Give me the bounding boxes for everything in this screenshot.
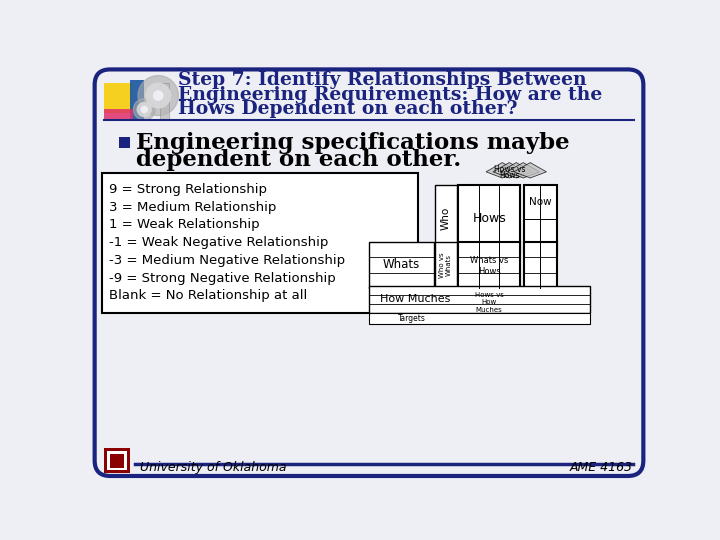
Polygon shape <box>507 163 539 178</box>
Bar <box>458 185 520 253</box>
Text: Whats: Whats <box>383 259 420 272</box>
Text: 9 = Strong Relationship: 9 = Strong Relationship <box>109 183 266 196</box>
Text: AME 4163: AME 4163 <box>570 461 632 474</box>
Text: Step 7: Identify Relationships Between: Step 7: Identify Relationships Between <box>178 71 586 89</box>
Circle shape <box>153 91 163 100</box>
Bar <box>524 185 557 253</box>
Polygon shape <box>500 163 533 178</box>
Text: Hows: Hows <box>478 267 500 276</box>
Bar <box>369 286 590 313</box>
Bar <box>120 137 130 148</box>
Text: -1 = Weak Negative Relationship: -1 = Weak Negative Relationship <box>109 236 328 249</box>
Bar <box>110 455 124 468</box>
Polygon shape <box>486 163 518 178</box>
Bar <box>458 242 520 288</box>
Polygon shape <box>493 163 526 178</box>
Bar <box>435 242 456 288</box>
Bar <box>524 242 557 288</box>
Text: Engineering specifications maybe: Engineering specifications maybe <box>137 132 570 153</box>
Bar <box>369 313 590 323</box>
Text: -9 = Strong Negative Relationship: -9 = Strong Negative Relationship <box>109 272 336 285</box>
Text: Now: Now <box>529 197 552 207</box>
Bar <box>104 110 133 119</box>
FancyBboxPatch shape <box>94 70 644 476</box>
Text: -3 = Medium Negative Relationship: -3 = Medium Negative Relationship <box>109 254 345 267</box>
Bar <box>369 242 434 288</box>
Bar <box>160 83 169 120</box>
Text: Hows vs: Hows vs <box>474 292 503 298</box>
Text: Blank = No Relationship at all: Blank = No Relationship at all <box>109 289 307 302</box>
Bar <box>104 448 130 473</box>
Text: How Muches: How Muches <box>380 294 451 304</box>
Bar <box>435 185 456 253</box>
Text: Who: Who <box>441 207 451 231</box>
Text: dependent on each other.: dependent on each other. <box>137 149 462 171</box>
Bar <box>104 83 133 112</box>
Text: Hows Dependent on each other?: Hows Dependent on each other? <box>178 100 517 118</box>
Polygon shape <box>514 163 546 178</box>
Text: Who vs
Whats: Who vs Whats <box>439 252 452 278</box>
Text: Hows: Hows <box>472 212 506 225</box>
Circle shape <box>145 83 171 108</box>
Bar <box>130 80 144 120</box>
Text: University of Oklahoma: University of Oklahoma <box>140 461 286 474</box>
Circle shape <box>138 103 151 117</box>
Text: Muches: Muches <box>476 307 503 313</box>
Circle shape <box>141 106 148 112</box>
Text: Targets: Targets <box>397 314 426 322</box>
Text: Hows vs: Hows vs <box>495 165 526 174</box>
Text: Whats vs: Whats vs <box>470 256 508 265</box>
Circle shape <box>138 76 179 116</box>
Circle shape <box>133 99 155 120</box>
Text: Engineering Requirements: How are the: Engineering Requirements: How are the <box>178 85 602 104</box>
Bar <box>107 451 127 470</box>
Text: How: How <box>482 300 497 306</box>
Text: Hows: Hows <box>500 171 521 180</box>
Bar <box>102 173 418 313</box>
Text: 1 = Weak Relationship: 1 = Weak Relationship <box>109 219 259 232</box>
Text: 3 = Medium Relationship: 3 = Medium Relationship <box>109 201 276 214</box>
